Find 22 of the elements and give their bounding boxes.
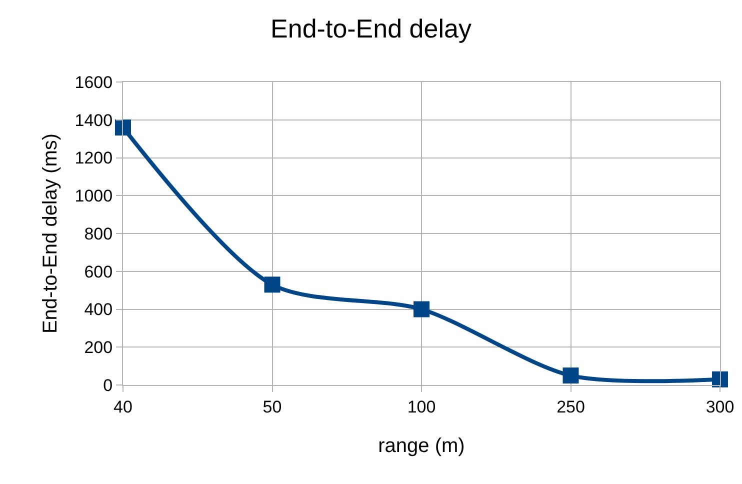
point <box>562 368 579 384</box>
x-tick-label: 40 <box>114 397 132 416</box>
x-tick-label: 250 <box>556 397 585 416</box>
point <box>414 301 430 318</box>
y-tick-label: 800 <box>84 224 113 244</box>
x-tick-label: 300 <box>706 397 734 416</box>
point <box>712 371 728 388</box>
y-tick-label: 1200 <box>74 148 113 168</box>
y-axis-title: End-to-End delay (ms) <box>39 133 62 334</box>
x-tick-label: 100 <box>407 397 436 416</box>
y-tick-label: 400 <box>84 300 113 320</box>
y-tick-label: 0 <box>103 376 113 395</box>
y-tick-label: 1000 <box>74 186 113 206</box>
y-tick-label: 600 <box>84 262 113 282</box>
chart-title: End-to-End delay <box>270 14 472 44</box>
y-tick-label: 1600 <box>74 72 113 92</box>
x-tick-label: 50 <box>262 397 282 416</box>
point <box>264 276 280 293</box>
y-tick-label: 1400 <box>74 110 113 130</box>
x-axis-title: range (m) <box>378 434 465 457</box>
y-tick-label: 200 <box>84 338 113 358</box>
point <box>115 119 131 136</box>
